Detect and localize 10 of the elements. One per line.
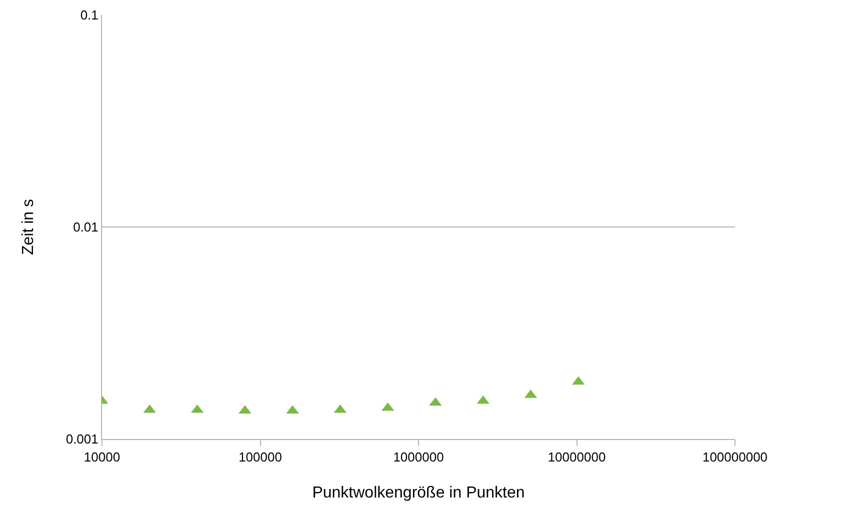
y-tick-label: 0.01 (73, 220, 98, 235)
x-axis-title: Punktwolkengröße in Punkten (312, 484, 525, 502)
y-axis-title: Zeit in s (20, 198, 37, 256)
x-tick-label: 100000 (238, 450, 282, 465)
y-tick-label: 0.001 (66, 432, 98, 447)
x-tick-label: 100000000 (702, 450, 768, 465)
x-tick-label: 10000000 (548, 450, 606, 465)
x-tick-label: 1000000 (393, 450, 444, 465)
y-tick-label: 0.1 (80, 8, 98, 23)
x-tick-label: 10000 (84, 450, 120, 465)
